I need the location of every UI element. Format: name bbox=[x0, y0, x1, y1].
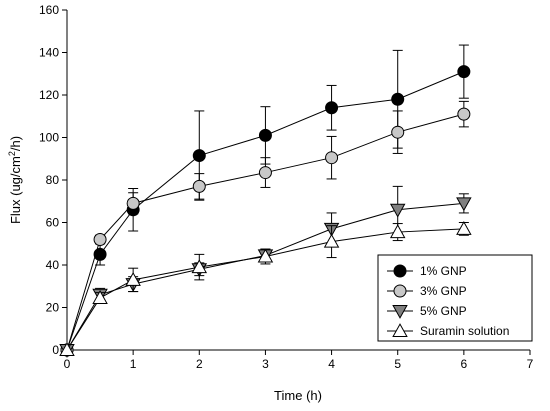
y-axis-title-prefix: Flux (ug/cm bbox=[8, 156, 23, 224]
legend-marker bbox=[393, 284, 407, 298]
legend-label: 3% GNP bbox=[420, 284, 467, 298]
x-tick-label: 1 bbox=[130, 357, 137, 371]
data-point bbox=[93, 233, 107, 246]
y-tick-label: 60 bbox=[46, 216, 60, 230]
legend-marker bbox=[392, 323, 408, 338]
data-point bbox=[257, 248, 274, 263]
legend-marker bbox=[392, 304, 408, 319]
legend-item-suramin-solution: Suramin solution bbox=[387, 323, 509, 338]
x-tick-label: 5 bbox=[394, 357, 401, 371]
y-tick-label: 0 bbox=[52, 343, 59, 357]
data-point bbox=[258, 166, 272, 180]
data-point bbox=[456, 220, 472, 235]
ticks: 0 1 2 3 4 5 6 7 0 20 40 60 80 100 120 140 160 bbox=[39, 3, 534, 371]
x-axis-title: Time (h) bbox=[274, 388, 322, 403]
data-point bbox=[391, 92, 405, 106]
y-axis-title-suffix: /h) bbox=[8, 136, 23, 151]
data-point bbox=[389, 224, 406, 239]
data-point bbox=[457, 65, 471, 79]
y-tick-label: 120 bbox=[39, 88, 59, 102]
data-point bbox=[389, 203, 406, 218]
y-tick-label: 40 bbox=[46, 258, 60, 272]
x-tick-label: 4 bbox=[328, 357, 335, 371]
data-point bbox=[323, 233, 340, 248]
legend-label: 5% GNP bbox=[420, 304, 467, 318]
data-point bbox=[92, 290, 108, 304]
data-point bbox=[59, 342, 75, 357]
data-point bbox=[93, 247, 107, 261]
x-tick-label: 6 bbox=[461, 357, 468, 371]
series-line-5-gnp bbox=[66, 202, 464, 351]
data-point bbox=[192, 149, 206, 163]
legend-marker bbox=[393, 264, 407, 278]
y-axis-title-superscript: 2 bbox=[7, 151, 17, 156]
y-tick-label: 20 bbox=[46, 301, 60, 315]
data-point bbox=[192, 179, 206, 193]
data-point bbox=[391, 125, 405, 139]
y-axis-title: Flux (ug/cm2/h) bbox=[7, 136, 23, 224]
y-tick-label: 100 bbox=[39, 131, 59, 145]
data-point bbox=[325, 101, 339, 115]
series-line-1-gnp bbox=[66, 71, 465, 351]
y-tick-label: 140 bbox=[39, 46, 59, 60]
legend-label: 1% GNP bbox=[420, 264, 467, 278]
x-tick-label: 2 bbox=[196, 357, 203, 371]
legend: 1% GNP 3% GNP 5% GNP Suramin solution bbox=[377, 254, 533, 342]
data-point bbox=[191, 259, 208, 274]
series-suramin-solution bbox=[59, 220, 472, 357]
y-tick-label: 80 bbox=[46, 173, 60, 187]
data-point bbox=[457, 107, 471, 121]
series-line-suramin-solution bbox=[66, 228, 464, 351]
series-line-3-gnp bbox=[66, 113, 464, 351]
data-point bbox=[126, 196, 140, 210]
legend-label: Suramin solution bbox=[420, 324, 509, 338]
x-tick-label: 0 bbox=[64, 357, 71, 371]
legend-item-1-gnp: 1% GNP bbox=[387, 264, 467, 278]
x-tick-label: 3 bbox=[262, 357, 269, 371]
legend-item-3-gnp: 3% GNP bbox=[387, 284, 467, 298]
data-point bbox=[258, 128, 272, 142]
series-layer bbox=[59, 44, 472, 358]
x-tick-label: 7 bbox=[527, 357, 534, 371]
legend-item-5-gnp: 5% GNP bbox=[387, 304, 467, 319]
data-point bbox=[456, 197, 472, 212]
data-point bbox=[125, 271, 141, 286]
y-tick-label: 160 bbox=[39, 3, 59, 17]
data-point bbox=[325, 151, 339, 165]
